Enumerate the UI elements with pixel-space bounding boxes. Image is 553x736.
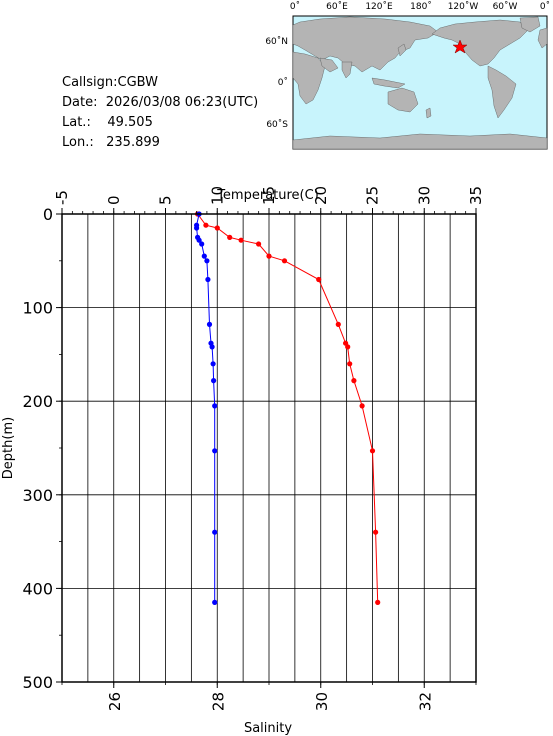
temperature-profile-point bbox=[281, 258, 288, 264]
salinity-profile-point bbox=[212, 529, 218, 535]
temperature-profile-line bbox=[197, 213, 379, 603]
lon-label: Lon.: bbox=[62, 135, 94, 150]
eurasia-landmass bbox=[292, 16, 439, 73]
date-row: Date: 2026/03/08 06:23(UTC) bbox=[62, 93, 258, 113]
south-america-landmass bbox=[487, 65, 517, 119]
map-tick-left-1: 0˚ bbox=[278, 77, 288, 88]
salinity-profile-point bbox=[212, 599, 218, 606]
australia-landmass bbox=[387, 87, 419, 113]
map-tick-top-6: 0˚ bbox=[540, 1, 550, 12]
salinity-profile-point bbox=[210, 361, 216, 367]
callsign-label: Callsign: bbox=[62, 75, 118, 90]
indonesia-islands bbox=[371, 77, 406, 89]
map-tick-top-2: 120˚E bbox=[365, 1, 393, 12]
top-axis-tick-label: 0 bbox=[105, 195, 123, 205]
salinity-profile-point bbox=[201, 253, 207, 259]
europe-west-landmass bbox=[537, 27, 548, 49]
top-axis-label: Temperature(C) bbox=[216, 188, 319, 203]
salinity-profile-point bbox=[196, 237, 202, 243]
date-label: Date: bbox=[62, 95, 98, 110]
callsign-row: Callsign:CGBW bbox=[62, 73, 258, 93]
bottom-axis-tick-label: 32 bbox=[416, 692, 434, 711]
temperature-profile-point bbox=[256, 241, 262, 247]
grid bbox=[61, 213, 477, 683]
top-axis-tick-label: 30 bbox=[415, 186, 433, 205]
left-axis-label: Depth(m) bbox=[1, 417, 16, 479]
top-axis-tick-label: -5 bbox=[53, 190, 71, 205]
salinity-profile-point bbox=[209, 344, 215, 350]
salinity-profile-line bbox=[196, 213, 216, 603]
map-tick-top-1: 60˚E bbox=[326, 1, 348, 12]
top-axis-tick-label: 25 bbox=[364, 186, 382, 205]
top-axis-tick-label: 10 bbox=[208, 186, 226, 205]
india-landmass bbox=[341, 61, 353, 79]
lat-value: 49.505 bbox=[107, 115, 153, 130]
series bbox=[194, 211, 381, 606]
bottom-axis-tick-label: 28 bbox=[209, 692, 227, 711]
salinity-profile-point bbox=[194, 225, 200, 231]
top-axis-tick-label: 35 bbox=[467, 186, 485, 205]
temperature-profile-point bbox=[227, 234, 233, 240]
top-axis-tick-label: 20 bbox=[312, 186, 330, 205]
map-tick-left-0: 60˚N bbox=[265, 36, 288, 47]
arabia-landmass bbox=[319, 57, 339, 73]
callsign-value: CGBW bbox=[117, 75, 158, 90]
temperature-profile-point bbox=[203, 222, 209, 228]
temperature-profile-point bbox=[335, 321, 341, 327]
left-axis-tick-label: 300 bbox=[22, 486, 53, 505]
star-icon bbox=[452, 39, 468, 54]
antarctica-landmass bbox=[292, 133, 548, 150]
map-left-ticks: 60˚N 0˚ 60˚S bbox=[265, 36, 288, 130]
temperature-profile-point bbox=[375, 599, 381, 606]
left-axis-tick-label: 500 bbox=[22, 673, 53, 692]
map-tick-left-2: 60˚S bbox=[266, 119, 288, 130]
left-axis-tick-label: 100 bbox=[22, 299, 53, 318]
bottom-axis-tick-label: 26 bbox=[106, 692, 124, 711]
bottom-axis-tick-label: 30 bbox=[313, 692, 331, 711]
salinity-profile-point bbox=[212, 448, 218, 454]
location-map: 0˚ 60˚E 120˚E 180˚ 120˚W 60˚W 0˚ 60˚N 0˚… bbox=[265, 1, 550, 150]
map-top-ticks: 0˚ 60˚E 120˚E 180˚ 120˚W 60˚W 0˚ bbox=[290, 1, 550, 12]
bottom-axis-label: Salinity bbox=[244, 721, 292, 736]
temperature-profile-point bbox=[266, 253, 272, 259]
salinity-profile-point bbox=[212, 403, 218, 409]
temperature-profile-point bbox=[347, 361, 353, 367]
map-land bbox=[292, 16, 548, 150]
map-tick-top-0: 0˚ bbox=[290, 1, 300, 12]
left-axis-tick-label: 400 bbox=[22, 579, 53, 598]
lon-row: Lon.: 235.899 bbox=[62, 133, 258, 153]
temperature-profile-point bbox=[359, 403, 365, 409]
salinity-profile-point bbox=[199, 241, 205, 247]
salinity-profile-point bbox=[206, 321, 213, 327]
africa-landmass bbox=[292, 51, 326, 105]
salinity-profile-point bbox=[211, 378, 217, 384]
top-axis-tick-label: 5 bbox=[157, 195, 175, 205]
new-zealand-islands bbox=[425, 107, 432, 119]
japan-islands bbox=[397, 43, 407, 57]
map-tick-top-5: 60˚W bbox=[493, 1, 518, 12]
temperature-profile-point bbox=[351, 378, 357, 384]
left-axis-tick-label: 0 bbox=[43, 205, 53, 224]
greenland-landmass bbox=[519, 16, 541, 33]
lat-row: Lat.: 49.505 bbox=[62, 113, 258, 133]
station-info: Callsign:CGBW Date: 2026/03/08 06:23(UTC… bbox=[62, 73, 258, 153]
salinity-profile-point bbox=[205, 276, 211, 283]
temperature-profile-point bbox=[345, 344, 351, 350]
temperature-profile-point bbox=[238, 237, 244, 243]
lon-value: 235.899 bbox=[106, 135, 160, 150]
left-axis-tick-label: 200 bbox=[22, 392, 53, 411]
lat-label: Lat.: bbox=[62, 115, 91, 130]
map-tick-top-4: 120˚W bbox=[448, 1, 479, 12]
date-value: 2026/03/08 06:23(UTC) bbox=[105, 95, 259, 110]
temperature-profile-point bbox=[316, 276, 322, 283]
top-axis-tick-label: 15 bbox=[260, 186, 278, 205]
temperature-profile-point bbox=[369, 448, 376, 454]
salinity-profile-point bbox=[204, 258, 210, 264]
temperature-profile-point bbox=[373, 529, 379, 535]
temperature-profile-point bbox=[214, 225, 220, 231]
map-tick-top-3: 180˚ bbox=[410, 1, 432, 12]
